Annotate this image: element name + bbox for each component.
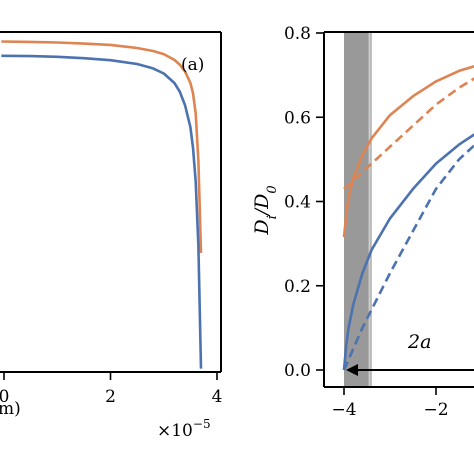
panel-b-series-group: [342, 64, 474, 371]
panel-b-y-ticks: 0.0 0.2 0.4 0.6 0.8: [284, 24, 324, 381]
panel-a-x-multiplier: ×10−5: [157, 417, 211, 441]
panel-a-series-group: [1, 40, 203, 369]
annotation-arrow-head: [346, 364, 358, 376]
panel-b-y-tick-label: 0.0: [284, 361, 311, 381]
panel-b-x-ticks: −4 −2: [331, 387, 449, 420]
panel-a-series-1: [1, 54, 203, 369]
panel-b-x-tick-label: −2: [423, 400, 448, 420]
panel-a: 0 2 4 (a) m) ×10−5: [0, 31, 222, 441]
annotation-2a-label: 2a: [407, 331, 431, 353]
panel-b-series-3-dashed: [342, 143, 474, 371]
panel-a-x-axis-label: m): [0, 399, 21, 419]
panel-b-series-0-solid: [342, 64, 474, 238]
panel-b-x-tick-label: −4: [331, 400, 356, 420]
panel-b-y-tick-label: 0.2: [284, 277, 311, 297]
panel-a-x-tick-label: 2: [105, 387, 116, 407]
svg-text:Di/D0: Di/D0: [251, 185, 280, 235]
panel-a-label: (a): [181, 55, 204, 75]
panel-b-y-tick-label: 0.4: [284, 193, 311, 213]
panel-b-series-2-solid: [342, 133, 474, 371]
panel-b-y-tick-label: 0.6: [284, 108, 311, 128]
panel-a-x-tick-label: 4: [212, 387, 223, 407]
panel-b-y-axis-label: Di/D0: [251, 185, 280, 235]
panel-b: 0.0 0.2 0.4 0.6 0.8 −4 −2 2a Di/D0: [251, 24, 474, 420]
panel-b-y-tick-label: 0.8: [284, 24, 311, 44]
panel-a-x-ticks: 0 2 4: [0, 372, 222, 407]
panel-b-shaded-band-group: [344, 32, 372, 387]
panel-b-annotation-group: 2a: [346, 331, 474, 376]
panel-a-series-0: [1, 40, 203, 254]
panel-a-x-tick-label: 0: [0, 387, 9, 407]
